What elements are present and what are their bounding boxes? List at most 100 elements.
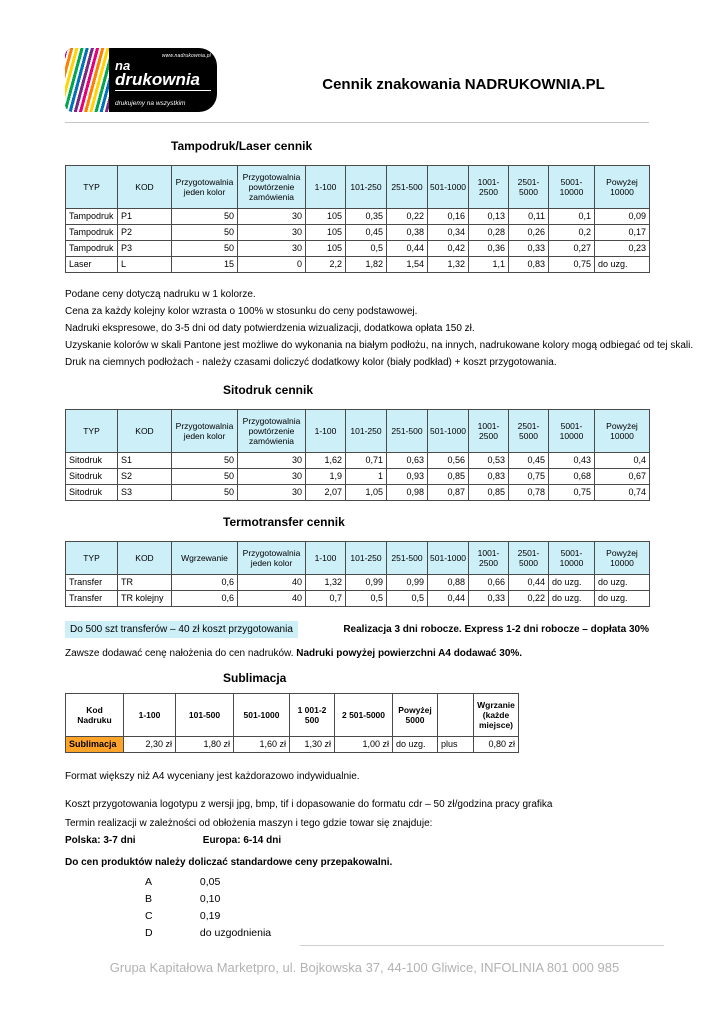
nadrukownia-logo: www.nadrukownia.pl na drukownia drukujem… — [65, 48, 217, 112]
table-cell: 0,45 — [508, 452, 549, 469]
section-title-tampodruk-laser: Tampodruk/Laser cennik — [171, 139, 313, 153]
table-cell: 1,80 zł — [175, 736, 234, 753]
table-cell: 0,42 — [427, 240, 469, 257]
format-note: Format większy niż A4 wyceniany jest każ… — [65, 771, 360, 782]
table-row: Sitodruk S2 50 30 1,9 1 0,93 0,85 0,83 0,75 0,68 0,… — [65, 468, 650, 485]
table-cell: TR — [117, 574, 172, 591]
table-row: Sitodruk S1 50 30 1,62 0,71 0,63 0,56 0,53 0,45 0,… — [65, 452, 650, 469]
table-cell: 0,22 — [386, 208, 428, 225]
table-cell: 0,6 — [171, 590, 238, 607]
table-cell: 0,43 — [548, 452, 595, 469]
table-cell: 105 — [305, 240, 346, 257]
column-header: 1-100 — [305, 541, 346, 575]
tampodruk-laser-price-table: TYP KOD Przygotowalnia jeden kolor Przygoto… — [65, 165, 650, 273]
table-cell: 0,87 — [427, 484, 469, 501]
pack-value: do uzgodnienia — [199, 927, 272, 939]
przepakowanie-title: Do cen produktów należy doliczać standar… — [65, 857, 393, 868]
column-header: Powyżej 10000 — [594, 165, 650, 209]
list-item: C 0,19 — [65, 910, 664, 922]
transfer-note-row: Do 500 szt transferów – 40 zł koszt przy… — [65, 621, 649, 638]
column-header: 1001-2500 — [468, 409, 509, 453]
table-cell: 1,00 zł — [334, 736, 393, 753]
column-header: 1 001-2 500 — [289, 693, 335, 737]
table-cell: 0,74 — [594, 484, 650, 501]
table-cell: 0,71 — [345, 452, 387, 469]
table-cell: 1,1 — [468, 256, 509, 273]
table-cell: plus — [437, 736, 474, 753]
column-header: TYP — [65, 165, 118, 209]
table-cell: 30 — [237, 208, 306, 225]
pack-code: C — [145, 910, 153, 922]
table-cell: 0,85 — [427, 468, 469, 485]
page-header: www.nadrukownia.pl na drukownia drukujem… — [65, 48, 664, 112]
transfer-cost-note: Do 500 szt transferów – 40 zł koszt przy… — [65, 621, 298, 638]
termin-note: Termin realizacji w zależności od obłoże… — [65, 818, 433, 829]
table-cell: 0,80 zł — [473, 736, 519, 753]
table-cell: 0,75 — [548, 484, 595, 501]
header-row: TYP KOD Przygotowalnia jeden kolor Przygoto… — [65, 165, 650, 209]
table-cell: 15 — [171, 256, 238, 273]
column-header: 1001-2500 — [468, 541, 509, 575]
column-header: KOD — [117, 165, 172, 209]
list-item: D do uzgodnienia — [65, 927, 664, 939]
pack-code: A — [145, 876, 153, 888]
table-cell: 0,27 — [548, 240, 595, 257]
table-cell: do uzg. — [594, 574, 650, 591]
table-cell: Sublimacja — [65, 736, 124, 753]
section-tampodruk-laser: Tampodruk/Laser cennik TYP KOD Przygotowal… — [65, 139, 693, 369]
table-cell: 0,2 — [548, 224, 595, 241]
column-header: Przygotowalnia powtórzenie zamówienia — [237, 409, 306, 453]
table-cell: 0,45 — [345, 224, 387, 241]
column-header: Kod Nadruku — [65, 693, 124, 737]
table-cell: Sitodruk — [65, 452, 118, 469]
realization-terms: Polska: 3-7 dni Europa: 6-14 dni — [65, 835, 664, 846]
table-cell: 0,35 — [345, 208, 387, 225]
table-row: Tampodruk P1 50 30 105 0,35 0,22 0,16 0,13 0,11 0,… — [65, 208, 650, 225]
table-cell: 0,68 — [548, 468, 595, 485]
table-cell: 105 — [305, 208, 346, 225]
table-cell: do uzg. — [548, 574, 595, 591]
table-cell: 0,22 — [508, 590, 549, 607]
column-header: 2501-5000 — [508, 541, 549, 575]
table-cell: 0,93 — [386, 468, 428, 485]
column-header: 251-500 — [386, 541, 428, 575]
table-cell: do uzg. — [548, 590, 595, 607]
list-item: B 0,10 — [65, 893, 664, 905]
table-cell: L — [117, 256, 172, 273]
column-header: 1-100 — [123, 693, 176, 737]
table-cell: 0,88 — [427, 574, 469, 591]
section-sitodruk: Sitodruk cennik TYP KOD Przygotowalnia jed… — [65, 383, 664, 501]
table-cell: 0,28 — [468, 224, 509, 241]
section-termotransfer: Termotransfer cennik TYP KOD Wgrzewanie Prz… — [65, 515, 664, 659]
column-header: 501-1000 — [427, 409, 469, 453]
table-cell: 30 — [237, 468, 306, 485]
table-cell: Transfer — [65, 590, 118, 607]
table-row: Sitodruk S3 50 30 2,07 1,05 0,98 0,87 0,85 0,78 0,… — [65, 484, 650, 501]
nalozenie-note-plain: Zawsze dodawać cenę nałożenia do cen nad… — [65, 648, 297, 659]
table-cell: 0,23 — [594, 240, 650, 257]
table-cell: do uzg. — [594, 590, 650, 607]
table-row: Tampodruk P3 50 30 105 0,5 0,44 0,42 0,36 0,33 0,2… — [65, 240, 650, 257]
note-line: Nadruki ekspresowe, do 3-5 dni od daty p… — [65, 323, 475, 334]
table-cell: do uzg. — [594, 256, 650, 273]
table-cell: 50 — [171, 224, 238, 241]
column-header: Powyżej 10000 — [594, 541, 650, 575]
column-header: 2501-5000 — [508, 409, 549, 453]
table-cell: 1 — [345, 468, 387, 485]
table-cell: 0,44 — [427, 590, 469, 607]
footer-address: Grupa Kapitałowa Marketpro, ul. Bojkowsk… — [109, 960, 620, 975]
column-header: 501-1000 — [427, 165, 469, 209]
table-row: Tampodruk P2 50 30 105 0,45 0,38 0,34 0,28 0,26 0,… — [65, 224, 650, 241]
table-cell: 1,62 — [305, 452, 346, 469]
realizacja-note: Realizacja 3 dni robocze. Express 1-2 dn… — [343, 624, 649, 635]
document-page: www.nadrukownia.pl na drukownia drukujem… — [65, 48, 693, 975]
table-cell: 0,98 — [386, 484, 428, 501]
table-cell: Tampodruk — [65, 224, 118, 241]
table-cell: 0,44 — [508, 574, 549, 591]
column-header: 101-250 — [345, 165, 387, 209]
note-line: Druk na ciemnych podłożach - należy czas… — [65, 357, 557, 368]
table-cell: 0,1 — [548, 208, 595, 225]
section-title-sublimacja: Sublimacja — [223, 671, 287, 685]
column-header: 1001-2500 — [468, 165, 509, 209]
table-cell: 1,32 — [427, 256, 469, 273]
